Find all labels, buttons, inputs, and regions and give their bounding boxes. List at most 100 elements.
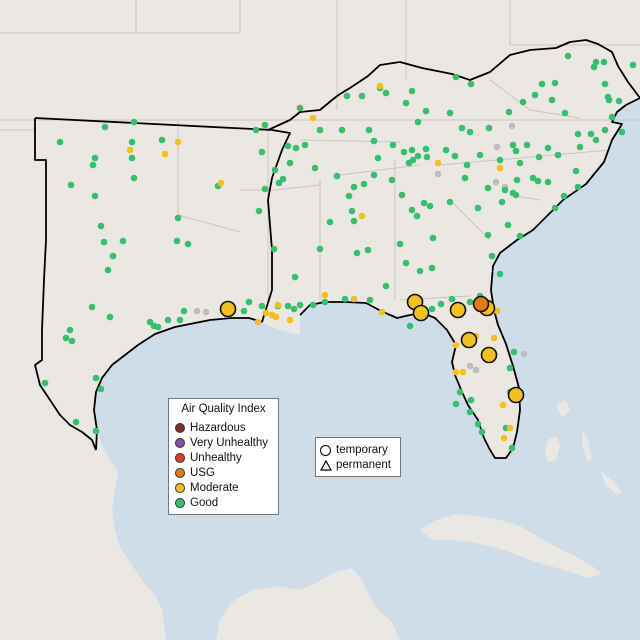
monitor-good (523, 141, 531, 149)
monitor-good (374, 154, 382, 162)
good-swatch (175, 498, 185, 508)
monitor-good (296, 104, 304, 112)
monitor-good (184, 240, 192, 248)
monitor-good (629, 61, 637, 69)
monitor-good (498, 198, 506, 206)
monitor-good (284, 142, 292, 150)
monitor-good (476, 151, 484, 159)
very-unhealthy-swatch (175, 438, 185, 448)
monitor-good (130, 174, 138, 182)
monitor-good (544, 144, 552, 152)
monitor-good (92, 427, 100, 435)
monitor-good (466, 408, 474, 416)
monitor-good (505, 108, 513, 116)
monitor-good (452, 73, 460, 81)
land-abaco (556, 400, 570, 418)
monitor-good (446, 109, 454, 117)
monitor-moderate (376, 82, 384, 90)
monitor-good (463, 161, 471, 169)
monitor-moderate (496, 164, 504, 172)
monitor-inactive (493, 143, 501, 151)
monitor-inactive (492, 178, 500, 186)
monitor-good (180, 307, 188, 315)
monitor-good (284, 302, 292, 310)
monitor-good (350, 183, 358, 191)
monitor-good (512, 147, 520, 155)
temporary-label: temporary (336, 444, 388, 456)
land-cuba (420, 514, 602, 578)
monitor-moderate (174, 138, 182, 146)
monitor-good (396, 240, 404, 248)
monitor-good (604, 93, 612, 101)
monitor-good (101, 123, 109, 131)
monitor-good (509, 141, 517, 149)
monitor-moderate (378, 308, 386, 316)
monitor-good (370, 171, 378, 179)
monitor-good (68, 337, 76, 345)
monitor-moderate (493, 307, 501, 315)
monitor-good (271, 166, 279, 174)
monitor-good (529, 174, 537, 182)
monitor-good (326, 218, 334, 226)
monitor-moderate (217, 179, 225, 187)
monitor-good (535, 153, 543, 161)
monitor-good (240, 307, 248, 315)
monitor-good (366, 296, 374, 304)
monitor-good (158, 136, 166, 144)
monitor-good (458, 124, 466, 132)
legend-row-temporary: temporary (320, 443, 388, 457)
monitor-good (516, 232, 524, 240)
monitor-moderate (499, 401, 507, 409)
monitor-good (560, 192, 568, 200)
unhealthy-swatch (175, 453, 185, 463)
monitor-good (252, 126, 260, 134)
monitor-good (279, 175, 287, 183)
monitor-good (255, 207, 263, 215)
monitor-good (426, 202, 434, 210)
monitor-inactive (466, 362, 474, 370)
monitor-good (590, 63, 598, 71)
monitor-good (398, 191, 406, 199)
monitor-good (538, 80, 546, 88)
monitor-good (548, 96, 556, 104)
monitor-good (176, 316, 184, 324)
state-lines (0, 0, 640, 301)
monitor-inactive (472, 366, 480, 374)
monitor-good (345, 192, 353, 200)
monitor-good (448, 295, 456, 303)
monitor-good (506, 364, 514, 372)
land-exuma (600, 470, 622, 495)
land-andros (545, 436, 560, 462)
monitor-good (382, 89, 390, 97)
monitor-good (615, 97, 623, 105)
moderate-swatch (175, 483, 185, 493)
monitor-good (428, 264, 436, 272)
monitor-good (574, 130, 582, 138)
monitor-good (164, 316, 172, 324)
monitor-good (316, 126, 324, 134)
monitor-good (292, 144, 300, 152)
monitor-good (488, 252, 496, 260)
monitor-good (316, 245, 324, 253)
monitor-good (370, 137, 378, 145)
monitor-good (592, 136, 600, 144)
monitor-good (513, 176, 521, 184)
monitor-good (296, 301, 304, 309)
monitor-good (62, 334, 70, 342)
monitor-good (466, 128, 474, 136)
monitor-good (442, 146, 450, 154)
triangle-icon (320, 459, 332, 471)
monitor-good (564, 52, 572, 60)
monitor-good (66, 326, 74, 334)
monitor-moderate (490, 334, 498, 342)
monitor-good (587, 130, 595, 138)
monitor-good (72, 418, 80, 426)
monitor-good (348, 207, 356, 215)
monitor-moderate (262, 309, 270, 317)
monitor-good (461, 174, 469, 182)
legend-row-moderate: Moderate (175, 481, 239, 495)
monitor-good (572, 167, 580, 175)
monitor-good (504, 221, 512, 229)
monitor-good (275, 179, 283, 187)
monitor-good (365, 126, 373, 134)
